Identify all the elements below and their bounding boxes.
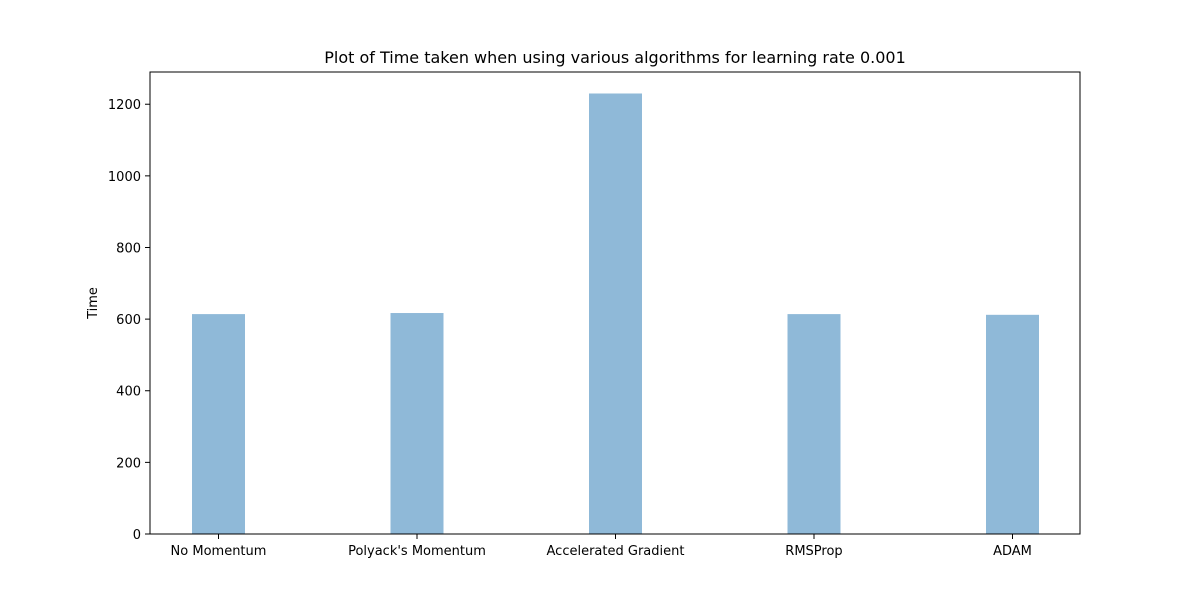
y-axis-label: Time (86, 287, 101, 320)
y-tick-label: 600 (116, 313, 141, 328)
x-axis-ticks: No Momentum Polyack's Momentum Accelerated… (171, 534, 1032, 559)
plot-area-frame (149, 71, 1081, 535)
x-tick-label: Accelerated Gradient (547, 544, 685, 559)
y-tick-label: 400 (116, 385, 141, 400)
y-tick-label: 1200 (108, 98, 141, 113)
bar (787, 314, 841, 534)
bar (390, 313, 444, 534)
x-tick-label: Polyack's Momentum (348, 544, 486, 559)
bars-layer (192, 93, 1039, 534)
y-tick-label: 800 (116, 241, 141, 256)
x-tick-label: RMSProp (785, 544, 842, 559)
y-tick-label: 0 (133, 528, 141, 543)
y-tick-label: 1000 (108, 170, 141, 185)
bar (192, 314, 245, 534)
chart-title: Plot of Time taken when using various al… (324, 48, 906, 67)
bar (986, 314, 1039, 534)
y-tick-label: 200 (116, 456, 141, 471)
x-tick-label: ADAM (993, 544, 1032, 559)
bar (589, 93, 642, 534)
y-axis-ticks: 0 200 400 600 800 1000 1200 (108, 98, 150, 543)
x-tick-label: No Momentum (171, 544, 267, 559)
